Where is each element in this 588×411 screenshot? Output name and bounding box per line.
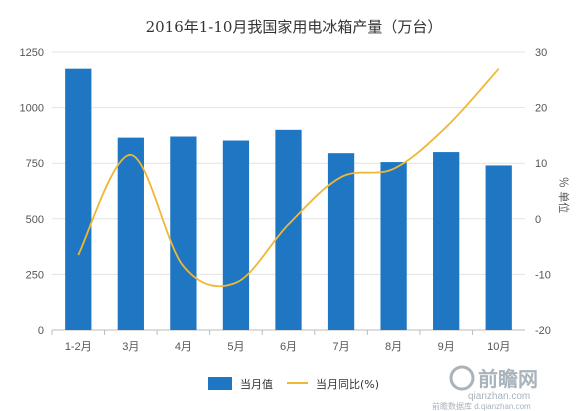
bar [275,129,302,330]
right-tick-label: 30 [535,47,547,59]
watermark-sub: 前瞻数据库 d.qianzhan.com [432,401,531,411]
bar [485,165,512,330]
line-series [77,68,500,288]
right-axis-ticks: -20 -10 0 10 20 30 [535,47,551,337]
legend-bar-label: 当月值 [240,377,273,391]
left-tick-label: 750 [26,158,44,170]
x-tick-label: 7月 [332,341,349,353]
right-axis-label: ％ 单位 [557,177,571,214]
bar [327,153,355,330]
x-tick-label: 4月 [175,341,192,353]
x-tick-label: 5月 [227,341,244,353]
x-tick-label: 9月 [438,341,455,353]
right-tick-label: 10 [535,158,547,170]
bar [433,152,460,330]
x-tick-label: 6月 [280,341,297,353]
x-axis-ticks: 1-2月 3月 4月 5月 6月 7月 8月 9月 10月 [51,330,510,353]
yoy-line [77,68,500,288]
bar [222,140,250,330]
right-tick-label: -10 [535,269,551,281]
chart-title: 2016年1-10月我国家用电冰箱产量（万台） [146,18,443,36]
x-tick-label: 3月 [122,341,139,353]
left-tick-label: 500 [26,214,44,226]
x-tick-label: 8月 [385,341,402,353]
watermark-domain: qianzhan.com [468,391,530,402]
bar [170,136,197,330]
left-tick-label: 0 [38,325,44,337]
watermark-logo [449,365,475,391]
x-tick-label: 1-2月 [65,341,92,353]
left-axis-ticks: 0 250 500 750 1000 1250 [20,47,44,337]
right-tick-label: 20 [535,103,547,115]
left-tick-label: 1000 [20,103,44,115]
watermark: 前瞻网 qianzhan.com 前瞻数据库 d.qianzhan.com [432,365,538,411]
x-tick-label: 10月 [487,341,510,353]
legend-line-label: 当月同比(%) [316,377,379,391]
watermark-brand: 前瞻网 [478,367,538,391]
right-tick-label: -20 [535,325,551,337]
bar [65,68,92,331]
right-tick-label: 0 [535,214,541,226]
bar [380,162,407,330]
left-tick-label: 250 [26,269,44,281]
left-tick-label: 1250 [20,47,44,59]
legend: 当月值 当月同比(%) [208,377,379,391]
legend-bar-swatch [208,377,232,390]
bar [117,137,144,330]
bar-series [65,68,512,331]
